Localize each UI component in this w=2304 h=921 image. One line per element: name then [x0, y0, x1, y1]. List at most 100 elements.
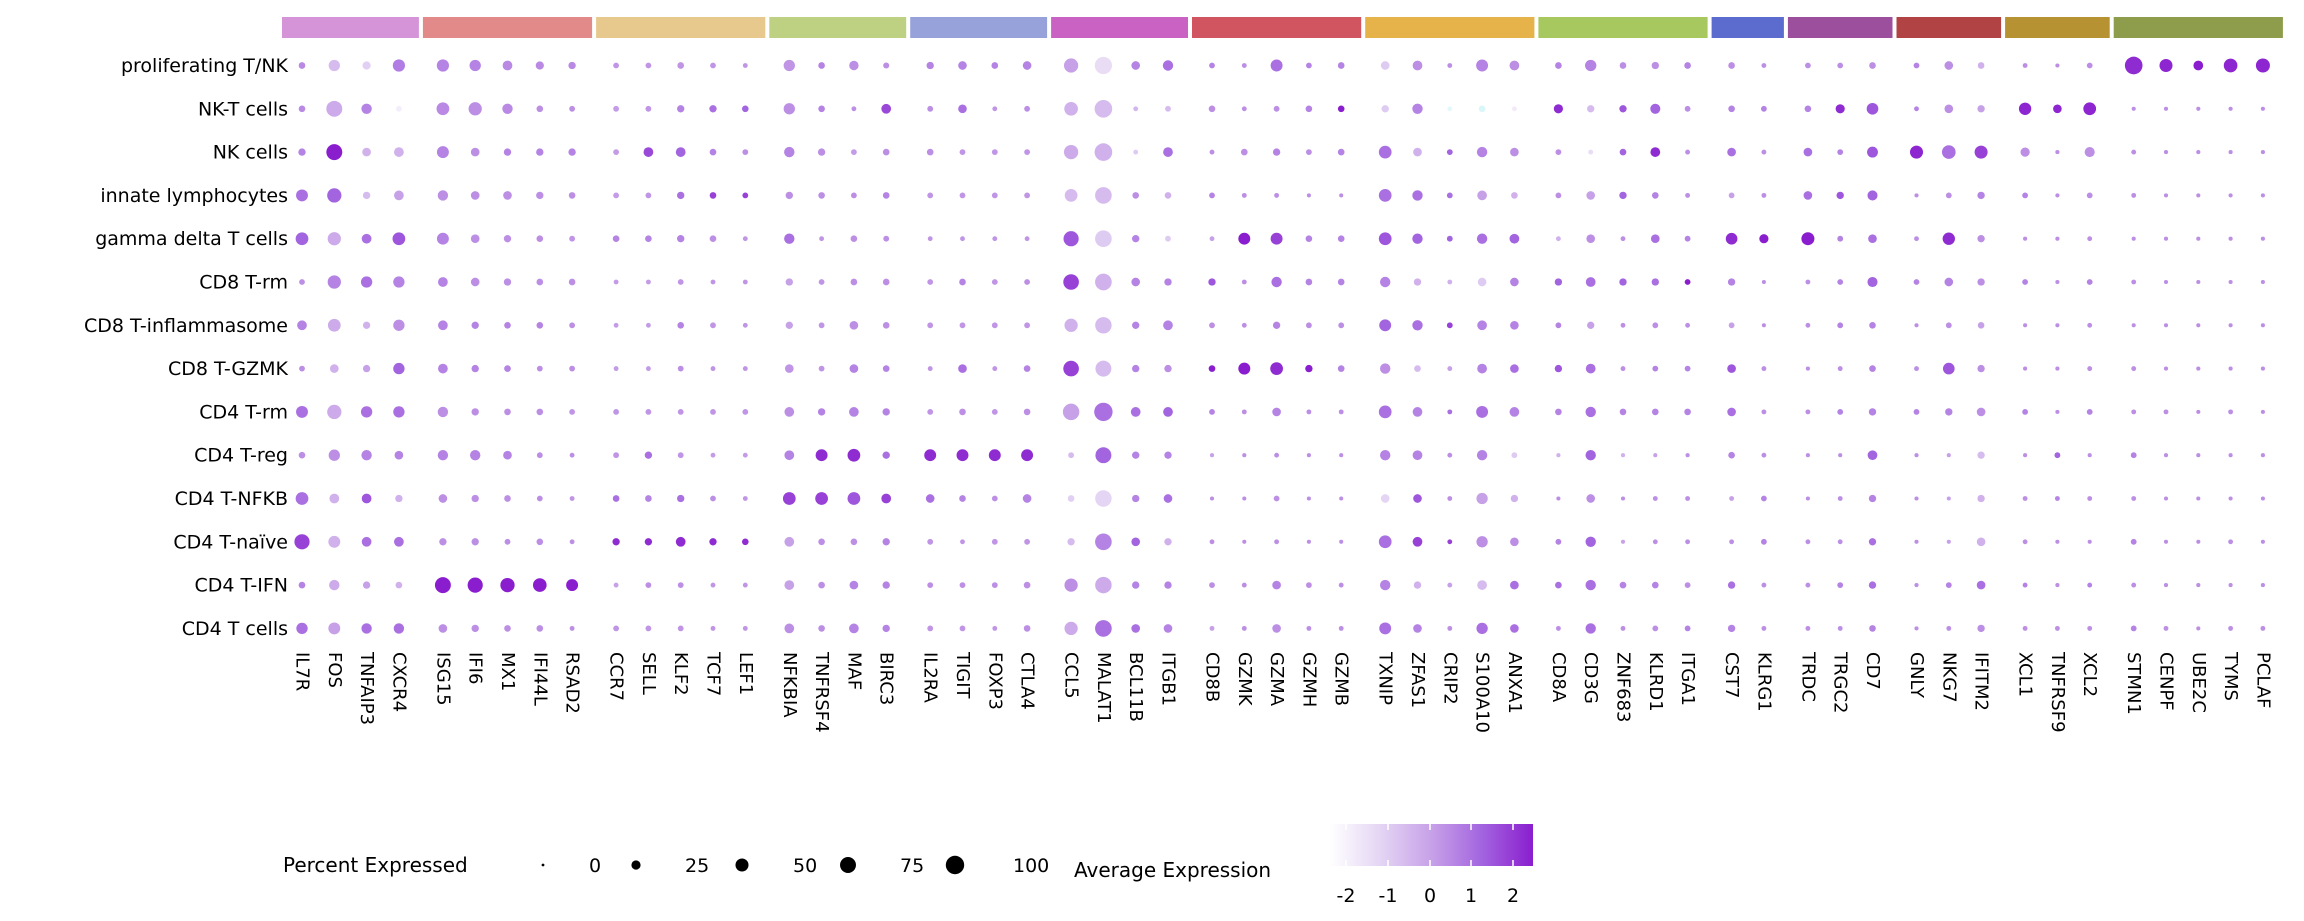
- dot: [1867, 190, 1878, 201]
- dot: [1974, 145, 1988, 159]
- dot: [1024, 538, 1031, 545]
- dot: [927, 538, 934, 545]
- dot: [1727, 624, 1736, 633]
- dot: [1062, 403, 1080, 421]
- cell-type-label: gamma delta T cells: [95, 228, 288, 250]
- dot: [1509, 60, 1520, 71]
- gene-label: ISG15: [432, 652, 453, 706]
- dot: [882, 538, 890, 546]
- dot: [612, 538, 620, 546]
- dot: [536, 105, 544, 113]
- dot: [1024, 279, 1031, 285]
- dot: [1727, 581, 1736, 589]
- dot: [1837, 62, 1844, 69]
- dot: [1378, 405, 1392, 419]
- dot: [1760, 495, 1767, 502]
- dot: [327, 275, 341, 289]
- dot: [2260, 236, 2265, 241]
- gene-label: LEF1: [735, 652, 756, 695]
- dot: [1868, 234, 1877, 244]
- dot: [677, 408, 684, 415]
- dot: [1805, 366, 1810, 371]
- dot: [1620, 322, 1626, 328]
- dot: [1945, 408, 1953, 416]
- dot: [818, 625, 825, 632]
- dot: [1381, 105, 1389, 113]
- dot: [741, 105, 749, 113]
- dot: [362, 191, 371, 200]
- dot: [613, 408, 620, 415]
- dot: [362, 364, 371, 373]
- gene-label: IL7R: [292, 652, 313, 691]
- dot: [1556, 453, 1561, 458]
- gene-label: CD8A: [1548, 652, 1569, 703]
- dot: [394, 147, 404, 157]
- dot: [299, 279, 305, 285]
- dot: [1063, 360, 1079, 377]
- dot: [818, 192, 825, 199]
- dot: [1209, 408, 1215, 415]
- dot: [1242, 496, 1247, 501]
- dot: [959, 278, 966, 286]
- dot: [2260, 366, 2265, 371]
- dot: [1684, 582, 1691, 589]
- dot: [2228, 409, 2234, 415]
- dot: [1305, 149, 1312, 156]
- dot: [1270, 362, 1283, 375]
- dot: [1447, 625, 1453, 631]
- gene-label: CTLA4: [1017, 652, 1038, 710]
- dot: [992, 366, 998, 372]
- dot: [1379, 319, 1392, 332]
- dot: [742, 366, 748, 372]
- dot: [1063, 58, 1079, 73]
- dot: [1446, 149, 1453, 156]
- dot: [1555, 581, 1562, 589]
- dot: [1838, 453, 1843, 458]
- dot: [1914, 453, 1919, 458]
- dot: [710, 322, 716, 329]
- dot: [1241, 106, 1247, 112]
- dot: [709, 105, 717, 113]
- dot: [677, 582, 684, 589]
- dot: [677, 625, 684, 632]
- gene-label: CENPF: [2156, 652, 2177, 711]
- dot: [1509, 407, 1520, 417]
- dot: [1619, 278, 1627, 286]
- dot: [1728, 451, 1735, 459]
- dot: [1837, 235, 1844, 242]
- dot: [1132, 192, 1140, 199]
- dot: [1977, 105, 1985, 113]
- dot: [882, 451, 890, 459]
- dot: [1412, 450, 1423, 461]
- dot: [2163, 453, 2169, 458]
- dot: [1337, 365, 1345, 372]
- dot: [1977, 191, 1985, 200]
- dot: [851, 106, 857, 112]
- dot: [2196, 409, 2201, 414]
- dot: [1510, 320, 1519, 330]
- dot: [2196, 539, 2201, 544]
- gene-label: ZNF683: [1613, 652, 1634, 723]
- dot: [1476, 405, 1489, 418]
- dot: [1585, 277, 1596, 287]
- dot: [710, 62, 716, 69]
- dot: [1761, 192, 1767, 198]
- dot: [1380, 494, 1390, 503]
- dot: [1510, 580, 1519, 590]
- dot: [1867, 276, 1878, 288]
- gene-group-bar: [1787, 17, 1893, 38]
- gene-label: FOXP3: [984, 652, 1005, 710]
- avg-expression-tick: 0: [1424, 885, 1436, 907]
- dot: [2196, 279, 2201, 285]
- gene-label: GNLY: [1906, 652, 1927, 699]
- cell-type-label: CD8 T-inflammasome: [84, 315, 288, 337]
- dot: [1837, 625, 1843, 631]
- dot: [1063, 231, 1079, 247]
- dot: [882, 581, 890, 589]
- dot: [2022, 539, 2028, 545]
- dot: [2053, 104, 2062, 114]
- dot: [1913, 408, 1920, 415]
- dot: [992, 106, 998, 112]
- dot: [536, 538, 544, 546]
- dot: [395, 581, 403, 589]
